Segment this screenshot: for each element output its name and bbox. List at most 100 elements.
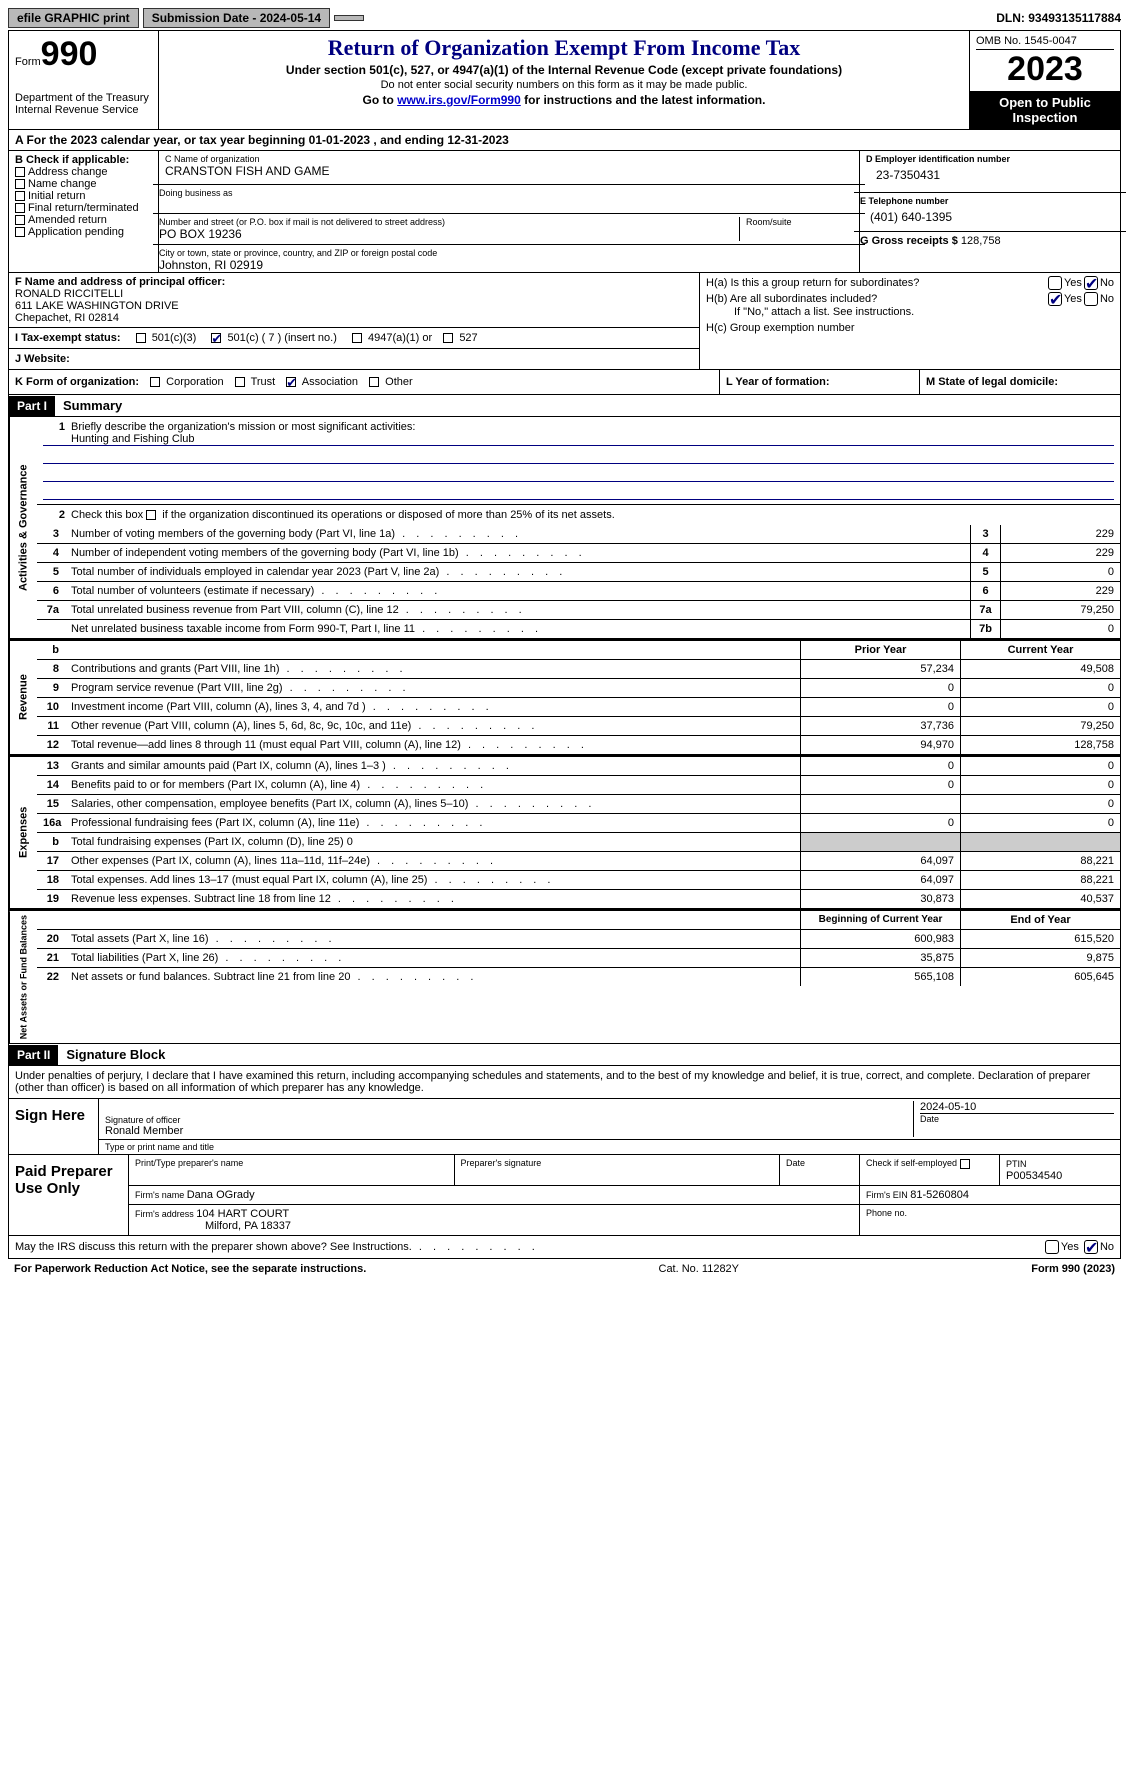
- l-label: L Year of formation:: [726, 376, 830, 388]
- org-name-label: C Name of organization: [165, 154, 853, 164]
- discuss-no[interactable]: [1084, 1240, 1098, 1254]
- hb-yes[interactable]: [1048, 292, 1062, 306]
- col-c-org-info: C Name of organization CRANSTON FISH AND…: [159, 151, 860, 272]
- dept-label: Department of the Treasury: [15, 92, 152, 104]
- check-amended[interactable]: [15, 215, 25, 225]
- summary-row: 3Number of voting members of the governi…: [37, 525, 1120, 543]
- part2-label: Part II: [9, 1045, 58, 1065]
- side-ag: Activities & Governance: [9, 417, 37, 638]
- irs-link[interactable]: www.irs.gov/Form990: [397, 93, 521, 107]
- summary-rev: Revenue b Prior Year Current Year 8Contr…: [8, 639, 1121, 755]
- footer-mid: Cat. No. 11282Y: [659, 1263, 740, 1275]
- sig-officer-label: Signature of officer: [105, 1115, 907, 1125]
- netassets-row: 22Net assets or fund balances. Subtract …: [37, 967, 1120, 986]
- hc-label: H(c) Group exemption number: [706, 322, 1114, 334]
- discuss-yes[interactable]: [1045, 1240, 1059, 1254]
- firm-addr1: 104 HART COURT: [196, 1208, 289, 1220]
- part1-label: Part I: [9, 396, 55, 416]
- submission-date-label: Submission Date - 2024-05-14: [143, 8, 330, 28]
- check-address-change[interactable]: [15, 167, 25, 177]
- check-name-change[interactable]: [15, 179, 25, 189]
- prep-name-label: Print/Type preparer's name: [129, 1155, 455, 1185]
- tel-label: E Telephone number: [860, 196, 1120, 206]
- check-assoc[interactable]: [286, 377, 296, 387]
- gross-label: G Gross receipts $: [860, 235, 961, 247]
- check-corp[interactable]: [150, 377, 160, 387]
- ha-label: H(a) Is this a group return for subordin…: [706, 277, 1046, 289]
- footer-left: For Paperwork Reduction Act Notice, see …: [14, 1263, 366, 1275]
- check-trust[interactable]: [235, 377, 245, 387]
- check-501c3[interactable]: [136, 333, 146, 343]
- title-block: Return of Organization Exempt From Incom…: [159, 31, 970, 129]
- summary-row: 6Total number of volunteers (estimate if…: [37, 581, 1120, 600]
- officer-addr1: 611 LAKE WASHINGTON DRIVE: [15, 300, 693, 312]
- side-rev: Revenue: [9, 641, 37, 754]
- info-grid: B Check if applicable: Address change Na…: [8, 151, 1121, 273]
- city-label: City or town, state or province, country…: [159, 248, 859, 258]
- sig-date-label: Date: [920, 1114, 1114, 1124]
- omb-year-block: OMB No. 1545-0047 2023 Open to Public In…: [970, 31, 1120, 129]
- summary-gov: Activities & Governance 1Briefly describ…: [8, 417, 1121, 639]
- addr-value: PO BOX 19236: [159, 227, 739, 241]
- revenue-row: 11Other revenue (Part VIII, column (A), …: [37, 716, 1120, 735]
- check-initial-return[interactable]: [15, 191, 25, 201]
- summary-row: 5Total number of individuals employed in…: [37, 562, 1120, 581]
- row-j: J Website:: [9, 348, 699, 369]
- addr-label: Number and street (or P.O. box if mail i…: [159, 217, 739, 227]
- form-header: Form990 Department of the Treasury Inter…: [8, 30, 1121, 130]
- side-exp: Expenses: [9, 757, 37, 908]
- form-number: 990: [41, 35, 98, 73]
- self-emp-label: Check if self-employed: [860, 1155, 1000, 1185]
- expense-row: 13Grants and similar amounts paid (Part …: [37, 757, 1120, 775]
- revenue-row: 8Contributions and grants (Part VIII, li…: [37, 659, 1120, 678]
- form-label: Form: [15, 56, 41, 68]
- phone-label: Phone no.: [860, 1205, 1120, 1235]
- l1-label: Briefly describe the organization's miss…: [71, 421, 415, 433]
- sig-date-val: 2024-05-10: [920, 1101, 1114, 1114]
- type-name-label: Type or print name and title: [105, 1142, 1114, 1152]
- ha-no[interactable]: [1084, 276, 1098, 290]
- officer-label: F Name and address of principal officer:: [15, 276, 693, 288]
- check-527[interactable]: [443, 333, 453, 343]
- netassets-row: 21Total liabilities (Part X, line 26)35,…: [37, 948, 1120, 967]
- room-label: Room/suite: [746, 217, 859, 227]
- summary-row: 7aTotal unrelated business revenue from …: [37, 600, 1120, 619]
- expense-row: 14Benefits paid to or for members (Part …: [37, 775, 1120, 794]
- firm-addr2: Milford, PA 18337: [135, 1220, 291, 1232]
- dba-label: Doing business as: [159, 188, 859, 198]
- sign-here-label: Sign Here: [9, 1099, 99, 1154]
- check-self-emp[interactable]: [960, 1159, 970, 1169]
- efile-graphic-label: efile GRAPHIC print: [8, 8, 139, 28]
- na-py-hdr: Beginning of Current Year: [800, 911, 960, 929]
- row-i: I Tax-exempt status: 501(c)(3) 501(c) ( …: [9, 327, 699, 348]
- check-final-return[interactable]: [15, 203, 25, 213]
- omb-number: OMB No. 1545-0047: [976, 35, 1114, 50]
- row-f-h: F Name and address of principal officer:…: [8, 273, 1121, 370]
- check-other[interactable]: [369, 377, 379, 387]
- check-4947[interactable]: [352, 333, 362, 343]
- col-d-ein-tel: D Employer identification number 23-7350…: [860, 151, 1120, 272]
- check-discontinued[interactable]: [146, 510, 156, 520]
- ptin-value: P00534540: [1006, 1170, 1062, 1182]
- ha-yes[interactable]: [1048, 276, 1062, 290]
- firm-name: Dana OGrady: [187, 1189, 255, 1201]
- form-id-block: Form990 Department of the Treasury Inter…: [9, 31, 159, 129]
- form-subtitle: Under section 501(c), 527, or 4947(a)(1)…: [165, 63, 963, 77]
- col-b-label: B Check if applicable:: [15, 154, 152, 166]
- tax-year: 2023: [976, 50, 1114, 89]
- footer-right: Form 990 (2023): [1031, 1263, 1115, 1275]
- open-public-label: Open to Public Inspection: [970, 91, 1120, 129]
- discuss-row: May the IRS discuss this return with the…: [8, 1236, 1121, 1259]
- prep-sig-label: Preparer's signature: [455, 1155, 781, 1185]
- paid-prep-label: Paid Preparer Use Only: [9, 1155, 129, 1235]
- officer-name: RONALD RICCITELLI: [15, 288, 693, 300]
- expense-row: 16aProfessional fundraising fees (Part I…: [37, 813, 1120, 832]
- hb-no[interactable]: [1084, 292, 1098, 306]
- rev-hdr-b: b: [37, 641, 65, 659]
- tel-value: (401) 640-1395: [860, 206, 1120, 228]
- ein-label: D Employer identification number: [866, 154, 1114, 164]
- mission-text: Hunting and Fishing Club: [43, 433, 1114, 446]
- irs-label: Internal Revenue Service: [15, 104, 152, 116]
- check-501c[interactable]: [211, 333, 221, 343]
- check-app-pending[interactable]: [15, 227, 25, 237]
